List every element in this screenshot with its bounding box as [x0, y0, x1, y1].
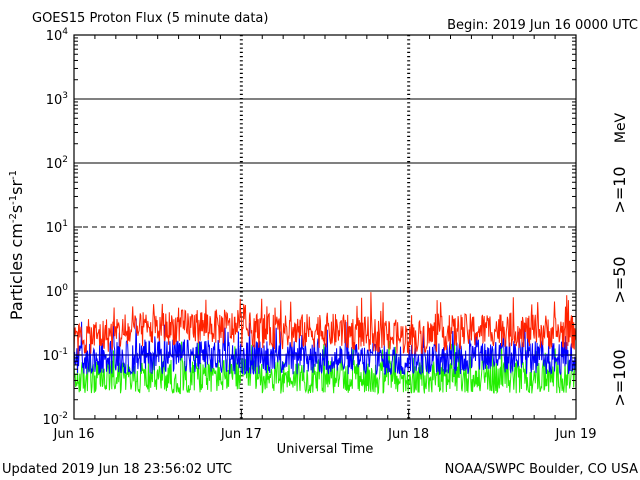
series-line-gege50	[73, 318, 577, 376]
x-tick-label: Jun 17	[220, 427, 262, 442]
x-tick-label: Jun 19	[555, 427, 597, 442]
source-credit: NOAA/SWPC Boulder, CO USA	[445, 462, 638, 477]
series-line-gege10	[73, 292, 577, 356]
energy-unit-label: MeV	[613, 112, 629, 143]
x-tick-label: Jun 16	[53, 427, 95, 442]
x-axis-label: Universal Time	[277, 442, 374, 457]
legend-ge10: >=10	[610, 166, 629, 213]
legend-ge50: >=50	[610, 256, 629, 303]
plot-area	[73, 35, 577, 419]
chart-title: GOES15 Proton Flux (5 minute data)	[32, 11, 268, 26]
x-tick-label: Jun 18	[387, 427, 429, 442]
y-tick-label: 103	[46, 91, 68, 108]
y-tick-label: 10-1	[42, 347, 68, 364]
series-line-gege100	[73, 338, 577, 396]
begin-label: Begin: 2019 Jun 16 0000 UTC	[447, 18, 638, 33]
y-tick-label: 102	[46, 155, 68, 172]
legend-ge100: >=100	[610, 349, 629, 406]
y-axis: 104 103 102 101 100 10-1 10-2	[42, 27, 576, 428]
x-axis: Jun 16 Jun 17 Jun 18 Jun 19	[53, 35, 597, 442]
y-tick-label: 100	[46, 283, 69, 300]
y-tick-label: 104	[46, 27, 69, 44]
y-tick-label: 10-2	[42, 411, 68, 428]
updated-timestamp: Updated 2019 Jun 18 23:56:02 UTC	[2, 462, 232, 477]
y-tick-label: 101	[46, 219, 68, 236]
y-axis-label: Particles cm-2s-1sr-1	[7, 170, 26, 320]
